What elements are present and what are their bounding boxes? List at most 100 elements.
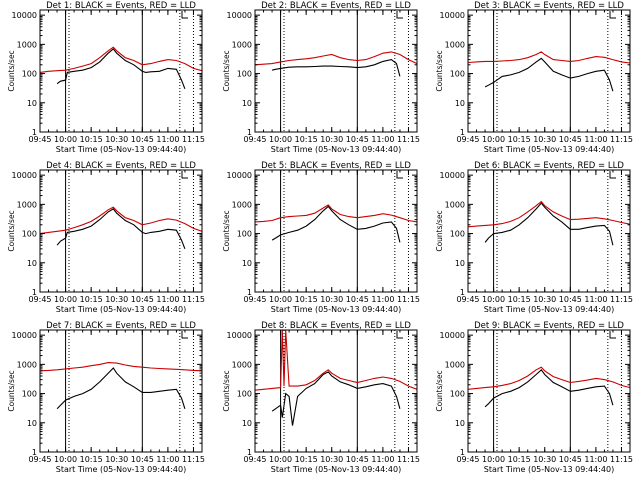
y-tick-label: 10 [455, 259, 465, 268]
x-tick-label: 10:45 [131, 455, 154, 464]
panel-title: Det 6: BLACK = Events, RED = LLD [474, 161, 624, 171]
panel-title: Det 7: BLACK = Events, RED = LLD [46, 321, 196, 331]
x-tick-label: 10:30 [105, 135, 128, 144]
x-tick-label: 11:00 [584, 295, 607, 304]
y-tick-label: 1000 [445, 40, 465, 49]
y-tick-label: 10000 [227, 11, 252, 20]
panel-det-1: Det 1: BLACK = Events, RED = LLD Counts/s… [7, 1, 205, 154]
panel-det-9: Det 9: BLACK = Events, RED = LLD Counts/s… [435, 321, 633, 474]
y-tick-label: 1 [32, 288, 37, 297]
x-tick-label: 11:15 [397, 455, 420, 464]
corner-glyph [396, 171, 403, 179]
x-axis-label: Start Time (05-Nov-13 09:44:40) [484, 465, 614, 474]
panel-title: Det 3: BLACK = Events, RED = LLD [474, 1, 624, 11]
x-axis-label: Start Time (05-Nov-13 09:44:40) [56, 465, 186, 474]
panel-title: Det 9: BLACK = Events, RED = LLD [474, 321, 624, 331]
x-axis-label: Start Time (05-Nov-13 09:44:40) [484, 305, 614, 314]
y-axis-label: Counts/sec [435, 50, 444, 91]
x-tick-label: 10:15 [508, 455, 531, 464]
corner-glyph [181, 11, 188, 19]
y-axis-label: Counts/sec [435, 210, 444, 251]
x-tick-label: 11:15 [182, 295, 205, 304]
x-tick-label: 09:45 [28, 455, 51, 464]
series-events-line [56, 367, 186, 410]
y-axis-label: Counts/sec [222, 210, 231, 251]
corner-glyph [396, 11, 403, 19]
plot-frame [39, 329, 203, 453]
y-tick-label: 10000 [440, 171, 465, 180]
x-tick-label: 10:00 [54, 295, 77, 304]
y-tick-label: 10000 [440, 331, 465, 340]
x-tick-label: 11:15 [397, 295, 420, 304]
x-tick-label: 11:15 [610, 135, 633, 144]
x-tick-label: 10:45 [346, 455, 369, 464]
corner-glyph [609, 331, 616, 339]
y-tick-label: 10000 [12, 11, 37, 20]
x-tick-label: 10:45 [559, 455, 582, 464]
panel-title: Det 4: BLACK = Events, RED = LLD [46, 161, 196, 171]
series-events-line [271, 59, 401, 77]
x-tick-label: 10:00 [54, 135, 77, 144]
x-tick-label: 11:15 [397, 135, 420, 144]
y-tick-label: 1 [247, 128, 252, 137]
plot-frame [467, 329, 631, 453]
y-tick-label: 100 [450, 230, 465, 239]
x-tick-label: 10:00 [54, 455, 77, 464]
y-tick-label: 100 [22, 390, 37, 399]
panel-det-5: Det 5: BLACK = Events, RED = LLD Counts/s… [222, 161, 420, 314]
y-tick-label: 10000 [440, 11, 465, 20]
x-tick-label: 10:30 [320, 295, 343, 304]
x-tick-label: 09:45 [243, 295, 266, 304]
series-events-line [484, 57, 614, 92]
y-tick-label: 100 [237, 390, 252, 399]
panel-det-7: Det 7: BLACK = Events, RED = LLD Counts/s… [7, 321, 205, 474]
x-tick-label: 10:15 [295, 455, 318, 464]
x-tick-label: 10:15 [295, 295, 318, 304]
x-tick-label: 10:45 [559, 135, 582, 144]
plot-frame [467, 9, 631, 133]
x-tick-label: 10:00 [269, 455, 292, 464]
x-tick-label: 09:45 [456, 455, 479, 464]
y-tick-label: 1 [460, 448, 465, 457]
plot-frame [254, 9, 418, 133]
x-axis-label: Start Time (05-Nov-13 09:44:40) [271, 305, 401, 314]
y-tick-label: 1000 [17, 360, 37, 369]
x-tick-label: 11:00 [156, 135, 179, 144]
series-lld-line [254, 329, 418, 391]
x-tick-label: 11:15 [610, 455, 633, 464]
series-events-line [271, 371, 401, 426]
x-tick-label: 11:00 [371, 295, 394, 304]
x-tick-label: 10:30 [105, 455, 128, 464]
x-tick-label: 10:45 [131, 135, 154, 144]
corner-glyph [396, 331, 403, 339]
y-tick-label: 100 [450, 70, 465, 79]
corner-glyph [609, 11, 616, 19]
x-tick-label: 10:30 [105, 295, 128, 304]
plot-frame [254, 329, 418, 453]
x-axis-label: Start Time (05-Nov-13 09:44:40) [271, 145, 401, 154]
y-tick-label: 10 [27, 99, 37, 108]
y-tick-label: 10000 [227, 171, 252, 180]
panel-det-2: Det 2: BLACK = Events, RED = LLD Counts/s… [222, 1, 420, 154]
x-tick-label: 11:15 [182, 135, 205, 144]
x-tick-label: 11:00 [371, 455, 394, 464]
y-tick-label: 1000 [445, 360, 465, 369]
y-tick-label: 10 [242, 259, 252, 268]
x-tick-label: 11:15 [610, 295, 633, 304]
x-tick-label: 10:00 [269, 295, 292, 304]
x-tick-label: 10:15 [80, 135, 103, 144]
x-tick-label: 10:15 [508, 135, 531, 144]
series-lld-line [39, 46, 203, 73]
x-tick-label: 11:00 [156, 455, 179, 464]
y-tick-label: 10 [27, 259, 37, 268]
y-axis-label: Counts/sec [7, 50, 16, 91]
x-tick-label: 10:45 [131, 295, 154, 304]
series-events-line [484, 368, 614, 408]
x-tick-label: 10:30 [533, 135, 556, 144]
x-tick-label: 10:15 [295, 135, 318, 144]
panel-det-3: Det 3: BLACK = Events, RED = LLD Counts/s… [435, 1, 633, 154]
panel-det-4: Det 4: BLACK = Events, RED = LLD Counts/s… [7, 161, 205, 314]
x-tick-label: 10:30 [320, 135, 343, 144]
panel-title: Det 5: BLACK = Events, RED = LLD [261, 161, 411, 171]
